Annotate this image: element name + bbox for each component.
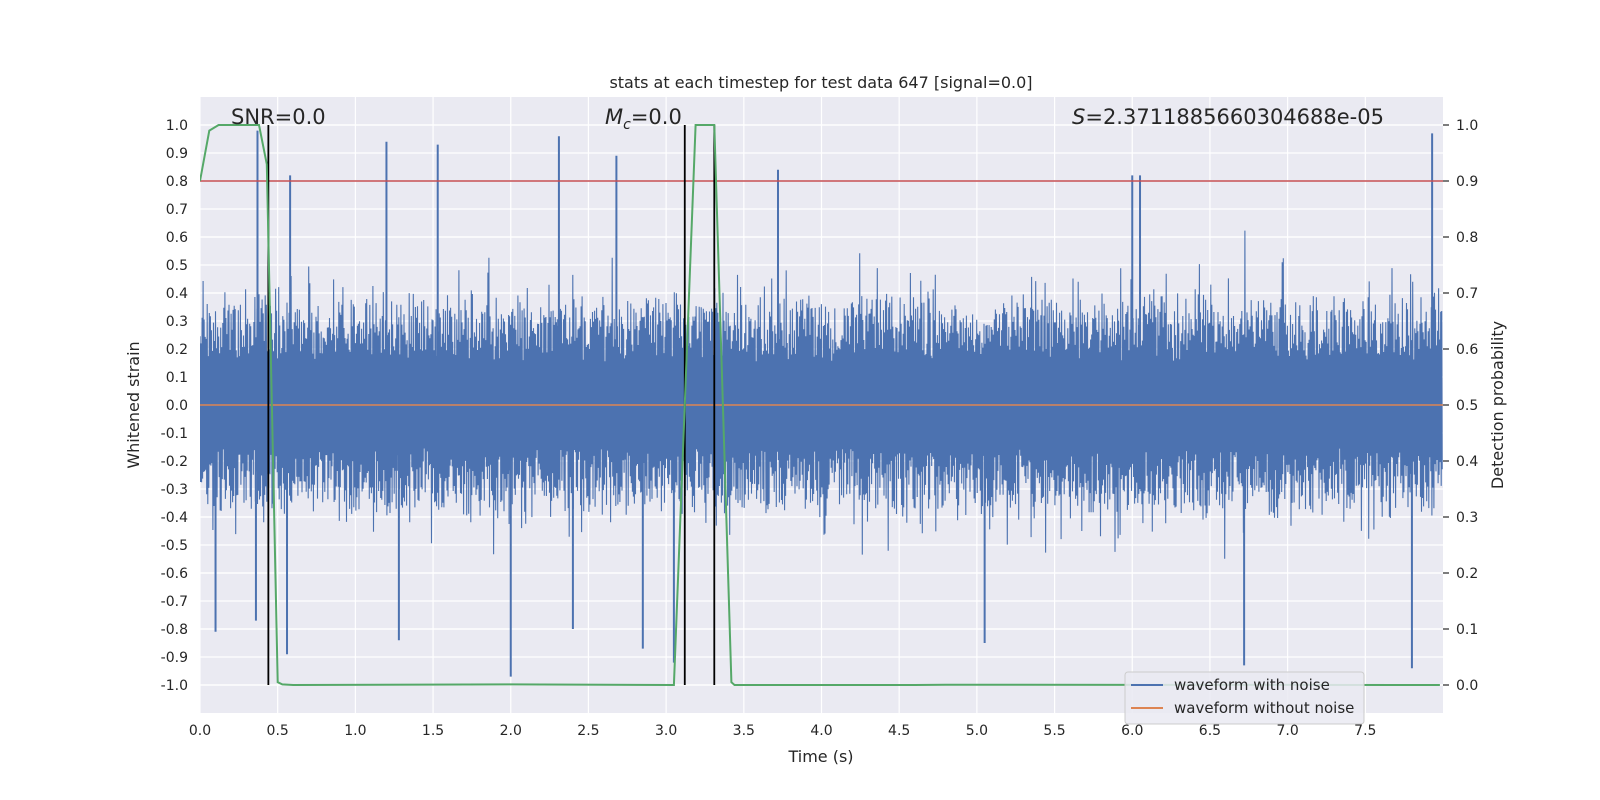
y2-axis-ticks: 1.0 0.9 0.8 0.7 0.6 0.5 0.4 0.3 0.2 0.1 0.0	[1443, 118, 1478, 694]
y-axis-label: Whitened strain	[124, 341, 143, 468]
x-tick-label: 3.0	[655, 723, 677, 739]
x-axis-label: Time (s)	[787, 747, 853, 766]
x-tick-label: 5.5	[1043, 723, 1065, 739]
y2-tick-label: 0.1	[1456, 622, 1478, 638]
x-tick-label: 6.5	[1199, 723, 1221, 739]
chart-title: stats at each timestep for test data 647…	[609, 73, 1032, 92]
mc-value: =0.0	[631, 105, 682, 129]
x-tick-label: 7.5	[1354, 723, 1376, 739]
y-tick-label: 0.7	[166, 202, 188, 218]
snr-annotation: SNR=0.0	[231, 105, 326, 129]
y-tick-label: 0.2	[166, 342, 188, 358]
y-tick-label: 0.6	[166, 230, 188, 246]
y-tick-label: 0.9	[166, 146, 188, 162]
x-axis-ticks: 0.0 0.5 1.0 1.5 2.0 2.5 3.0 3.5 4.0 4.5 5.0 5.5 6.0 6…	[189, 723, 1377, 739]
y-tick-label: -0.4	[161, 510, 188, 526]
y-tick-label: -0.1	[161, 426, 188, 442]
x-tick-label: 3.5	[733, 723, 755, 739]
y-tick-label: -0.2	[161, 454, 188, 470]
y2-tick-label: 0.4	[1456, 454, 1478, 470]
y-tick-label: 0.8	[166, 174, 188, 190]
y2-tick-label: 0.2	[1456, 566, 1478, 582]
mc-symbol: M	[605, 105, 623, 129]
x-tick-label: 7.0	[1276, 723, 1298, 739]
y-tick-label: -0.3	[161, 482, 188, 498]
s-symbol: S	[1072, 105, 1085, 129]
x-tick-label: 6.0	[1121, 723, 1143, 739]
y2-tick-label: 1.0	[1456, 118, 1478, 134]
y2-tick-label: 0.5	[1456, 398, 1478, 414]
x-tick-label: 0.0	[189, 723, 211, 739]
y-tick-label: -0.9	[161, 650, 188, 666]
x-tick-label: 2.0	[500, 723, 522, 739]
legend-label-clean: waveform without noise	[1174, 699, 1354, 717]
legend-label-noise: waveform with noise	[1174, 676, 1330, 694]
y-tick-label: 0.3	[166, 314, 188, 330]
y-tick-label: -0.6	[161, 566, 188, 582]
series-waveform-with-noise	[200, 130, 1443, 677]
x-tick-label: 5.0	[966, 723, 988, 739]
x-tick-label: 0.5	[267, 723, 289, 739]
series-detection-probability	[200, 124, 1440, 687]
y-tick-label: 0.1	[166, 370, 188, 386]
y-tick-label: -1.0	[161, 678, 188, 694]
y-tick-label: -0.8	[161, 622, 188, 638]
x-tick-label: 1.5	[422, 723, 444, 739]
x-tick-label: 4.0	[810, 723, 832, 739]
x-tick-label: 4.5	[888, 723, 910, 739]
y2-tick-label: 0.6	[1456, 342, 1478, 358]
s-value: =2.3711885660304688e-05	[1085, 105, 1384, 129]
y2-tick-label: 0.7	[1456, 286, 1478, 302]
y-axis-ticks: 1.0 0.9 0.8 0.7 0.6 0.5 0.4 0.3 0.2 0.1 0.0 -0.1 -0.…	[161, 118, 188, 694]
y2-tick-label: 0.9	[1456, 174, 1478, 190]
y2-tick-label: 0.3	[1456, 510, 1478, 526]
y-tick-label: -0.7	[161, 594, 188, 610]
noise-trace	[200, 230, 1443, 559]
x-tick-label: 1.0	[344, 723, 366, 739]
legend: waveform with noise waveform without noi…	[1124, 671, 1365, 725]
y-tick-label: 0.0	[166, 398, 188, 414]
y-tick-label: 0.4	[166, 286, 188, 302]
mc-subscript: c	[623, 117, 631, 133]
s-annotation: S=2.3711885660304688e-05	[1072, 105, 1384, 129]
y2-tick-label: 0.8	[1456, 230, 1478, 246]
mc-annotation: Mc=0.0	[605, 105, 682, 133]
y2-axis-label: Detection probability	[1488, 321, 1507, 489]
y-tick-label: 1.0	[166, 118, 188, 134]
x-tick-label: 2.5	[577, 723, 599, 739]
probability-trace	[200, 124, 1440, 687]
y2-tick-label: 0.0	[1456, 678, 1478, 694]
legend-box	[1124, 671, 1365, 725]
y-tick-label: -0.5	[161, 538, 188, 554]
y-tick-label: 0.5	[166, 258, 188, 274]
